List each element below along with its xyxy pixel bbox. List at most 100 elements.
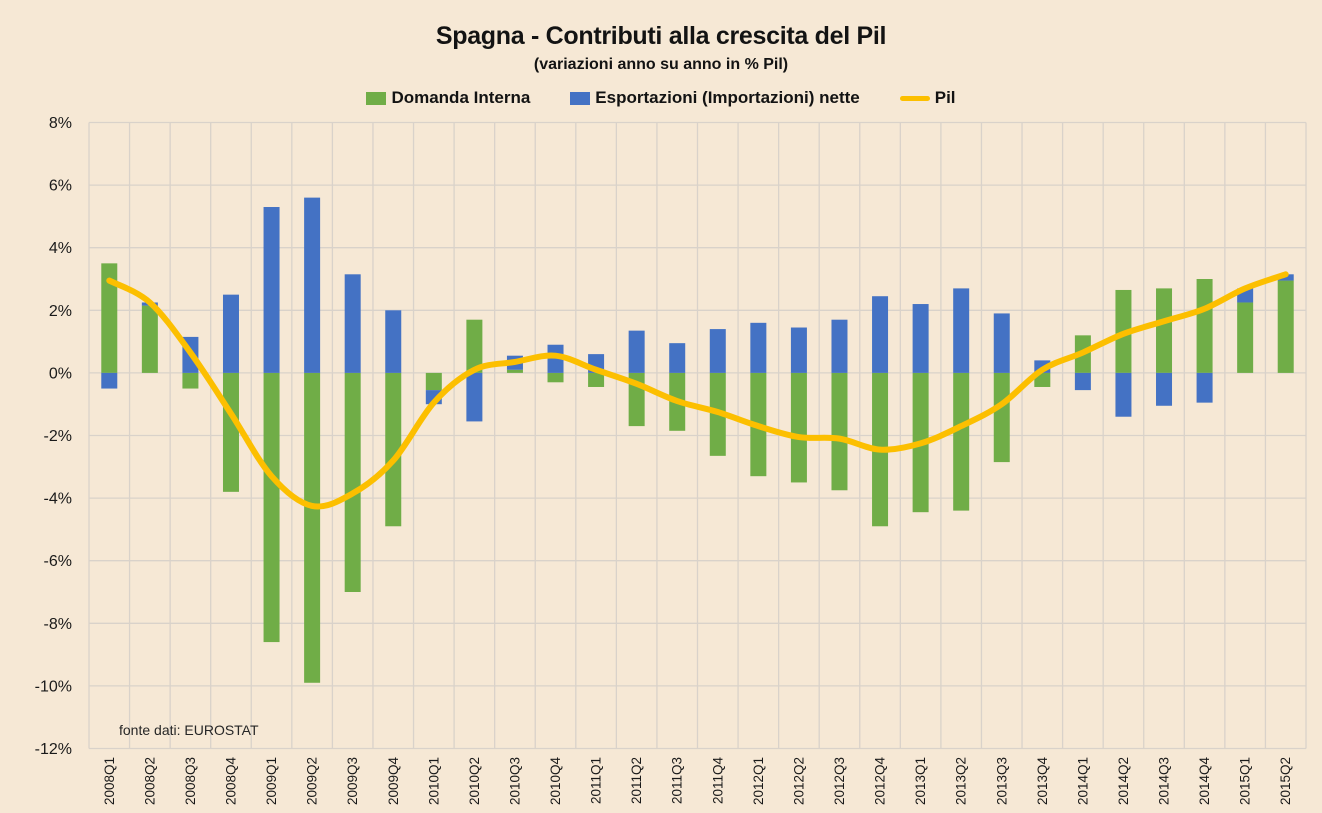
bar-domanda-interna — [790, 372, 807, 483]
x-axis-label: 2011Q2 — [629, 757, 644, 804]
legend-item-pil: Pil — [899, 88, 956, 108]
bar-esportazioni-nette — [304, 197, 321, 373]
yellow-line-swatch-icon — [899, 95, 930, 101]
bar-domanda-interna — [385, 372, 402, 527]
bar-esportazioni-nette — [263, 207, 280, 373]
x-axis-label: 2013Q2 — [954, 757, 969, 805]
x-axis-label: 2011Q1 — [589, 757, 604, 804]
x-axis-label: 2011Q3 — [670, 757, 685, 804]
pil-line — [106, 271, 1289, 510]
x-axis-label: 2012Q1 — [751, 757, 766, 805]
y-axis-label: -2% — [44, 428, 72, 445]
bar-domanda-interna — [466, 319, 483, 373]
bar-esportazioni-nette — [385, 310, 402, 373]
bar-domanda-interna — [425, 372, 442, 391]
x-axis-label: 2010Q4 — [548, 757, 563, 806]
x-axis-label: 2012Q4 — [873, 757, 888, 806]
x-axis-label: 2014Q2 — [1116, 757, 1131, 805]
x-axis-label: 2008Q4 — [223, 757, 238, 806]
chart-title: Spagna - Contributi alla crescita del Pi… — [435, 22, 887, 50]
bar-domanda-interna — [263, 372, 280, 643]
legend-item-esportazioni: Esportazioni (Importazioni) nette — [570, 88, 860, 108]
bar-esportazioni-nette — [1074, 372, 1091, 391]
bar-domanda-interna — [222, 372, 239, 492]
y-axis-label: -12% — [35, 741, 72, 758]
x-axis-label: 2012Q3 — [832, 757, 847, 805]
y-axis-label: 0% — [49, 365, 72, 382]
bar-domanda-interna — [1277, 280, 1294, 373]
bar-esportazioni-nette — [790, 327, 807, 373]
x-axis-label: 2009Q2 — [305, 757, 320, 805]
bar-esportazioni-nette — [222, 294, 239, 373]
y-axis-label: 8% — [49, 115, 72, 132]
y-axis-label: -8% — [44, 616, 72, 633]
legend: Domanda Interna Esportazioni (Importazio… — [0, 88, 1322, 108]
y-axis-label: 2% — [49, 303, 72, 320]
bar-esportazioni-nette — [993, 313, 1010, 373]
bar-esportazioni-nette — [709, 329, 726, 373]
x-axis-label: 2015Q2 — [1278, 757, 1293, 805]
bar-esportazioni-nette — [344, 274, 361, 373]
bar-domanda-interna — [588, 372, 605, 387]
bar-domanda-interna — [182, 372, 199, 389]
x-axis-label: 2010Q2 — [467, 757, 482, 805]
x-axis-label: 2009Q3 — [345, 757, 360, 805]
bar-domanda-interna — [993, 372, 1010, 463]
bar-domanda-interna — [344, 372, 361, 592]
bar-esportazioni-nette — [669, 343, 686, 373]
bar-esportazioni-nette — [628, 330, 645, 373]
legend-label: Domanda Interna — [391, 88, 531, 107]
bar-esportazioni-nette — [872, 296, 889, 373]
bar-domanda-interna — [141, 305, 158, 373]
bar-esportazioni-nette — [750, 322, 767, 373]
x-axis-label: 2010Q1 — [426, 757, 441, 805]
x-axis-label: 2008Q3 — [183, 757, 198, 805]
x-axis-label: 2013Q4 — [1035, 757, 1050, 806]
green-swatch-icon — [366, 91, 387, 105]
bar-esportazioni-nette — [1115, 372, 1132, 417]
x-axis-label: 2014Q4 — [1197, 757, 1212, 806]
bar-esportazioni-nette — [547, 344, 564, 373]
x-axis-label: 2009Q1 — [264, 757, 279, 805]
x-axis-label: 2014Q1 — [1075, 757, 1090, 805]
x-axis-label: 2008Q1 — [102, 757, 117, 805]
bar-esportazioni-nette — [912, 304, 929, 373]
bar-domanda-interna — [304, 372, 321, 683]
y-axis-label: -6% — [44, 553, 72, 570]
y-axis-label: 4% — [49, 240, 72, 257]
x-axis-label: 2009Q4 — [386, 757, 401, 806]
bar-esportazioni-nette — [101, 372, 118, 389]
legend-label: Pil — [934, 88, 956, 107]
bar-esportazioni-nette — [1196, 372, 1213, 403]
legend-label: Esportazioni (Importazioni) nette — [595, 88, 860, 107]
x-axis-label: 2014Q3 — [1157, 757, 1172, 805]
bar-domanda-interna — [831, 372, 848, 491]
bar-esportazioni-nette — [466, 372, 483, 422]
legend-item-domanda-interna: Domanda Interna — [366, 88, 530, 108]
x-axis-label: 2011Q4 — [710, 757, 725, 805]
x-axis-label: 2015Q1 — [1238, 757, 1253, 805]
bar-esportazioni-nette — [1156, 372, 1173, 406]
x-axis-label: 2010Q3 — [507, 757, 522, 805]
x-axis-label: 2013Q1 — [913, 757, 928, 805]
bar-domanda-interna — [547, 372, 564, 383]
y-axis-label: 6% — [49, 178, 72, 195]
chart-subtitle: (variazioni anno su anno in % Pil) — [533, 56, 789, 73]
x-axis-label: 2008Q2 — [142, 757, 157, 805]
blue-swatch-icon — [570, 91, 591, 105]
bar-domanda-interna — [101, 263, 118, 373]
bar-domanda-interna — [1196, 279, 1213, 373]
y-axis-label: -10% — [35, 678, 72, 695]
bar-domanda-interna — [1237, 302, 1254, 373]
source-note: fonte dati: EUROSTAT — [119, 722, 259, 738]
x-axis-label: 2013Q3 — [994, 757, 1009, 805]
bar-domanda-interna — [506, 369, 523, 373]
x-axis-label: 2012Q2 — [791, 757, 806, 805]
bar-domanda-interna — [1156, 288, 1173, 373]
y-axis-label: -4% — [44, 491, 72, 508]
bar-domanda-interna — [953, 372, 970, 511]
bar-domanda-interna — [1034, 372, 1051, 387]
bar-esportazioni-nette — [953, 288, 970, 373]
